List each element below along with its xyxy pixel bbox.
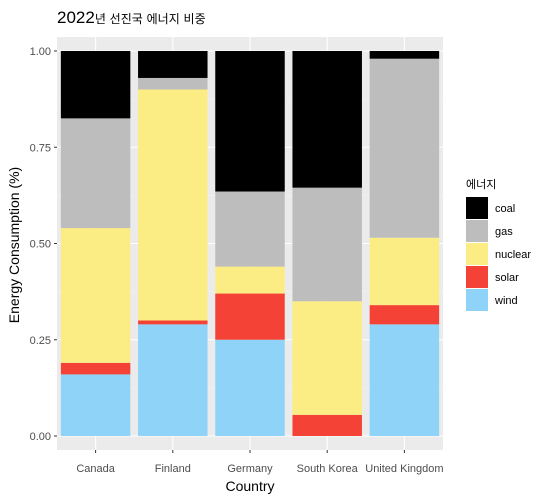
bar-gas-united-kingdom [370, 59, 439, 238]
bar-nuclear-south-korea [292, 301, 361, 415]
chart-title-rest: 년 선진국 에너지 비중 [95, 12, 206, 26]
y-tick-label: 0.50 [30, 239, 51, 251]
y-tick-label: 0.00 [30, 431, 51, 443]
y-axis: 0.00 0.25 0.50 0.75 1.00 [30, 46, 57, 443]
bar-solar-finland [138, 321, 207, 325]
legend-title: 에너지 [466, 178, 496, 191]
legend-label-solar: solar [495, 272, 519, 284]
x-tick-label: Germany [227, 463, 273, 475]
bar-gas-germany [215, 192, 284, 267]
x-tick-label: South Korea [297, 463, 359, 475]
y-axis-label: Energy Consumption (%) [6, 167, 22, 323]
bar-wind-united-kingdom [370, 324, 439, 436]
x-tick-label: United Kingdom [365, 463, 443, 475]
y-tick-label: 0.25 [30, 335, 51, 347]
x-tick-label: Finland [155, 463, 191, 475]
legend-key-nuclear [466, 243, 488, 265]
bar-coal-united-kingdom [370, 51, 439, 59]
bar-nuclear-united-kingdom [370, 238, 439, 305]
legend-label-nuclear: nuclear [495, 249, 531, 261]
bar-solar-canada [61, 363, 130, 375]
x-axis-label: Country [225, 478, 274, 494]
bar-coal-finland [138, 51, 207, 78]
bar-coal-canada [61, 51, 130, 118]
bar-coal-south-korea [292, 51, 361, 188]
bar-gas-south-korea [292, 188, 361, 302]
bar-nuclear-finland [138, 90, 207, 321]
legend-label-coal: coal [495, 203, 515, 215]
bar-wind-finland [138, 324, 207, 436]
legend-label-gas: gas [495, 226, 513, 238]
bar-wind-canada [61, 374, 130, 436]
x-axis: Canada Finland Germany South Korea United Ki… [76, 450, 443, 475]
bar-solar-south-korea [292, 415, 361, 436]
bar-gas-finland [138, 78, 207, 90]
chart-title: 2022년 선진국 에너지 비중 [57, 8, 206, 27]
y-tick-label: 1.00 [30, 46, 51, 58]
bar-nuclear-germany [215, 267, 284, 294]
legend-key-wind [466, 289, 488, 311]
bar-solar-germany [215, 294, 284, 340]
legend-key-solar [466, 266, 488, 288]
x-tick-label: Canada [76, 463, 115, 475]
legend-key-coal [466, 197, 488, 219]
bar-coal-germany [215, 51, 284, 192]
bar-nuclear-canada [61, 228, 130, 363]
bar-gas-canada [61, 118, 130, 228]
legend-label-wind: wind [494, 295, 518, 307]
bar-solar-united-kingdom [370, 305, 439, 324]
legend: 에너지 coal gas nuclear solar wind [466, 178, 531, 311]
bars [61, 51, 439, 436]
y-tick-label: 0.75 [30, 142, 51, 154]
legend-key-gas [466, 220, 488, 242]
bar-wind-germany [215, 340, 284, 436]
chart-title-year: 2022 [57, 8, 95, 27]
